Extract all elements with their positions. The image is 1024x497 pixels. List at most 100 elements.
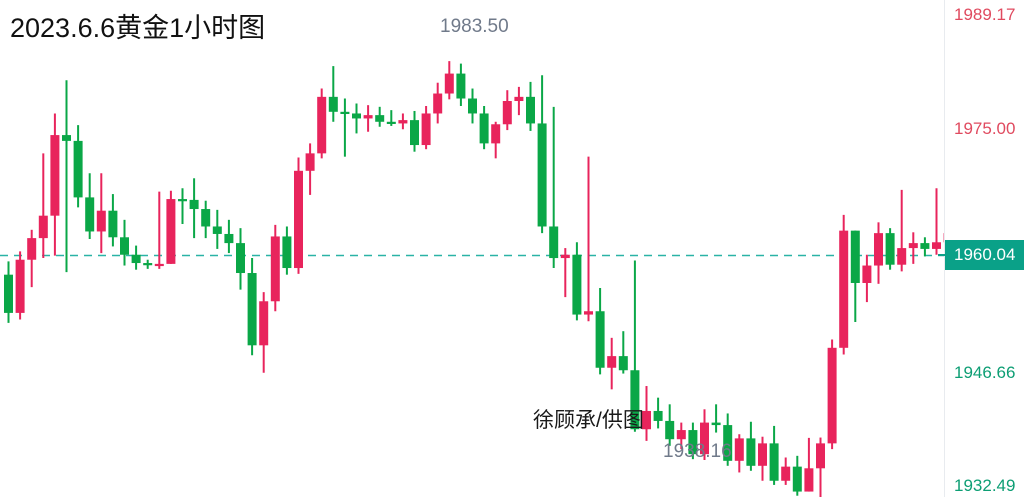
candle-body [224, 233, 234, 244]
candle-body [595, 311, 605, 368]
candle [38, 153, 48, 259]
candle-body [792, 466, 802, 492]
candle-body [375, 115, 385, 122]
low-price-annotation: 1938.16 [663, 441, 732, 462]
candle-body [688, 430, 698, 455]
candle [421, 105, 431, 150]
candle-body [560, 254, 570, 259]
current-price-badge[interactable]: 1960.04 [938, 240, 1024, 270]
candle [131, 245, 141, 270]
candle [850, 230, 860, 323]
candle [456, 63, 466, 106]
candle [491, 121, 501, 159]
candle-body [653, 410, 663, 421]
candle-body [618, 356, 628, 371]
candle [120, 219, 129, 266]
candle [595, 287, 605, 375]
candle-body [4, 274, 13, 313]
candle [839, 214, 849, 355]
candle-body [711, 422, 721, 426]
candle-body [305, 153, 315, 171]
candle-body [468, 98, 477, 114]
candle [804, 437, 814, 492]
candle [897, 189, 907, 272]
candle-body [410, 120, 419, 146]
candle [73, 125, 83, 208]
candle [4, 261, 13, 323]
candle-body [386, 121, 396, 124]
candle [433, 82, 443, 124]
candle [154, 191, 164, 269]
candle-body [920, 243, 930, 249]
candlestick-series [0, 61, 944, 497]
candle-body [642, 410, 651, 430]
candle-body [317, 96, 327, 154]
candle [514, 86, 524, 116]
candle-body [526, 96, 535, 124]
candle-body [850, 230, 860, 283]
candle [932, 188, 941, 255]
candle-body [665, 420, 675, 440]
candle [62, 80, 71, 273]
candle-body [85, 197, 95, 232]
candle [294, 157, 303, 274]
candle-body [804, 468, 814, 492]
candle-body [247, 273, 257, 346]
candle-body [421, 113, 431, 146]
candle-body [874, 233, 883, 266]
candle [50, 113, 60, 256]
candle-body [502, 101, 512, 125]
candle [769, 425, 779, 485]
candle-body [491, 124, 501, 144]
candle [560, 248, 570, 298]
candle [711, 404, 721, 433]
candle [178, 188, 187, 224]
candle [537, 75, 547, 234]
candle-body [236, 243, 245, 274]
candle-body [549, 226, 559, 259]
price-axis-tick: 1932.49 [954, 476, 1016, 495]
price-axis-tick: 1975.00 [954, 119, 1016, 138]
candle [247, 258, 257, 356]
candle-body [769, 443, 779, 481]
candle [734, 434, 744, 473]
candle-body [201, 209, 211, 227]
candle-body [73, 140, 83, 198]
candle [665, 404, 675, 446]
candle [781, 457, 791, 485]
candle-body [827, 347, 837, 444]
price-axis-tick: 1946.66 [954, 363, 1016, 382]
candle [108, 194, 118, 247]
candle [700, 409, 709, 460]
candle [479, 105, 489, 150]
candle-body [38, 215, 48, 239]
candle-body [50, 135, 60, 216]
price-axis[interactable]: 1989.17 1975.00 1946.66 1932.49 1960.04 [938, 0, 1024, 497]
candle [328, 66, 338, 122]
candle [444, 61, 454, 100]
candle [363, 105, 373, 132]
page-title: 2023.6.6黄金1小时图 [10, 13, 266, 43]
candle [792, 455, 802, 496]
candle [827, 339, 837, 450]
candle-body [514, 96, 524, 102]
candle-body [537, 123, 547, 227]
candle [340, 98, 350, 157]
high-price-annotation: 1983.50 [440, 16, 509, 37]
candle [607, 337, 617, 390]
candle-body [154, 263, 164, 267]
candle [874, 222, 883, 284]
candle-body [932, 242, 941, 249]
candle [630, 260, 640, 432]
candle-body [734, 438, 744, 461]
candle-body [166, 199, 176, 264]
candle [584, 156, 593, 322]
chart-plot-area[interactable] [0, 0, 944, 497]
candle-body [746, 438, 756, 466]
candle [410, 110, 419, 152]
candle [352, 103, 361, 134]
candle [305, 143, 315, 195]
candle [27, 229, 37, 288]
candle-body [885, 233, 895, 265]
